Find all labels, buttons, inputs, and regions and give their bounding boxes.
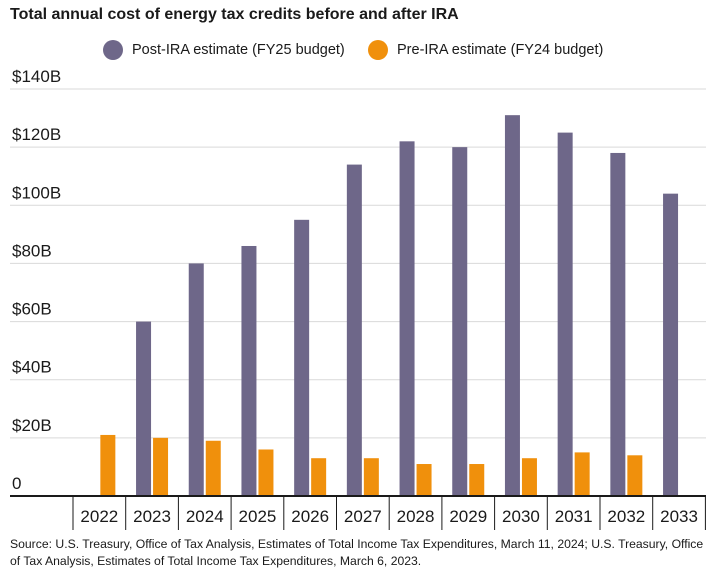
y-tick-label: $100B	[12, 183, 61, 202]
bar-pre-ira	[100, 434, 116, 496]
legend-item-post-ira: Post-IRA estimate (FY25 budget)	[103, 40, 345, 60]
x-tick-label: 2030	[502, 507, 540, 526]
y-tick-label: $80B	[12, 241, 52, 260]
y-tick-label: $60B	[12, 300, 52, 319]
x-tick-label: 2025	[239, 507, 277, 526]
bar-post-ira	[346, 164, 362, 497]
x-tick-label: 2022	[80, 507, 118, 526]
bar-post-ira	[557, 132, 573, 496]
bar-post-ira	[294, 219, 310, 497]
x-tick-label: 2023	[133, 507, 171, 526]
legend: Post-IRA estimate (FY25 budget) Pre-IRA …	[0, 40, 713, 66]
bar-pre-ira	[258, 449, 274, 496]
bar-pre-ira	[311, 458, 327, 496]
legend-label-pre-ira: Pre-IRA estimate (FY24 budget)	[397, 42, 604, 58]
x-tick-label: 2024	[186, 507, 224, 526]
bar-post-ira	[663, 193, 679, 496]
y-tick-label: $140B	[12, 67, 61, 86]
legend-item-pre-ira: Pre-IRA estimate (FY24 budget)	[368, 40, 603, 60]
bar-post-ira	[452, 147, 468, 496]
bar-post-ira	[399, 141, 415, 497]
x-tick-label: 2029	[449, 507, 487, 526]
bar-pre-ira	[416, 464, 432, 496]
y-tick-label: $120B	[12, 125, 61, 144]
chart-title: Total annual cost of energy tax credits …	[10, 6, 459, 23]
x-tick-label: 2026	[291, 507, 329, 526]
legend-swatch-pre-ira	[368, 40, 388, 60]
bar-post-ira	[610, 152, 626, 496]
bar-pre-ira	[521, 458, 537, 496]
bar-pre-ira	[205, 440, 221, 496]
y-tick-label: 0	[12, 474, 21, 493]
bar-pre-ira	[363, 458, 379, 496]
bar-pre-ira	[153, 437, 169, 496]
legend-swatch-post-ira	[103, 40, 123, 60]
y-tick-label: $40B	[12, 358, 52, 377]
bar-pre-ira	[574, 452, 590, 496]
bar-post-ira	[241, 245, 257, 496]
legend-label-post-ira: Post-IRA estimate (FY25 budget)	[132, 42, 345, 58]
x-tick-label: 2033	[660, 507, 698, 526]
x-tick-label: 2028	[397, 507, 435, 526]
source-note: Source: U.S. Treasury, Office of Tax Ana…	[10, 537, 704, 568]
bar-post-ira	[504, 115, 520, 497]
bar-post-ira	[136, 321, 152, 496]
x-tick-label: 2032	[607, 507, 645, 526]
bar-pre-ira	[469, 464, 485, 496]
x-tick-label: 2027	[344, 507, 382, 526]
y-tick-label: $20B	[12, 416, 52, 435]
x-tick-label: 2031	[555, 507, 593, 526]
bar-pre-ira	[627, 455, 643, 496]
bar-post-ira	[188, 263, 204, 496]
